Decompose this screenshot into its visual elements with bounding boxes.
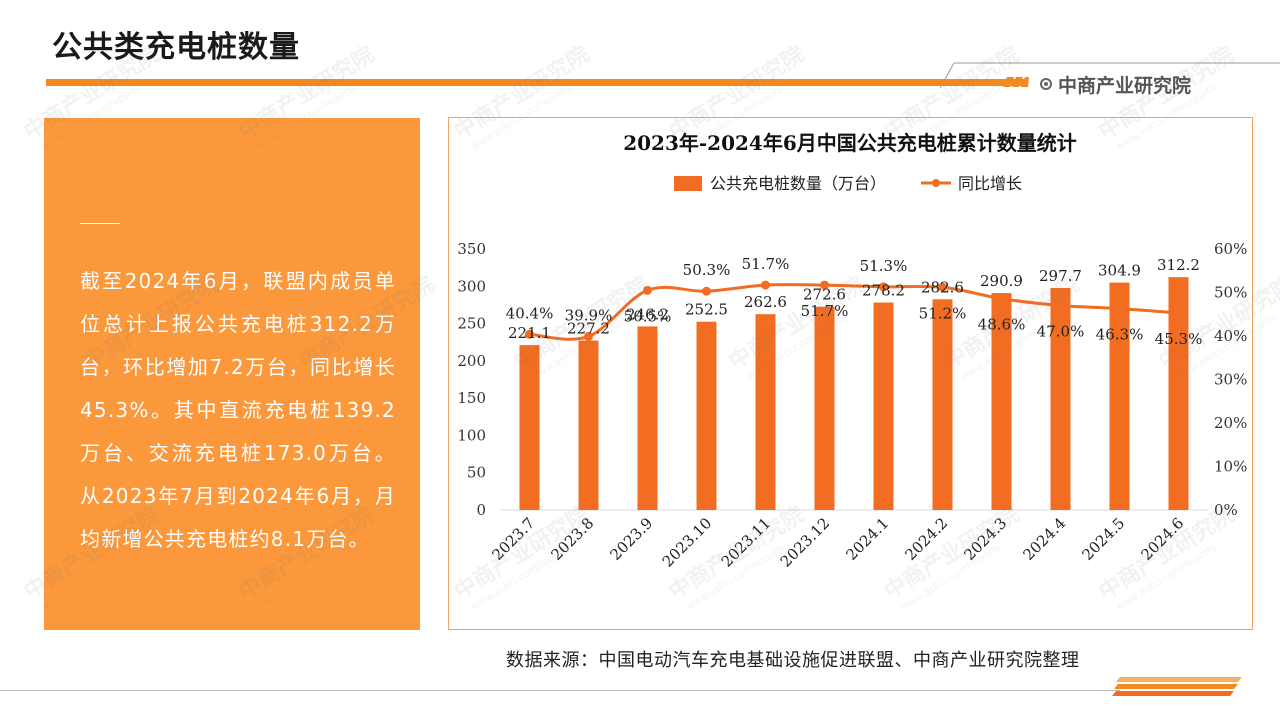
growth-point bbox=[643, 285, 652, 295]
source-note: 数据来源：中国电动汽车充电基础设施促进联盟、中商产业研究院整理 bbox=[506, 650, 1080, 671]
logo-text: 中商产业研究院 bbox=[1058, 74, 1192, 97]
bar-data-label: 246.2 bbox=[626, 305, 669, 323]
growth-data-label: 51.7% bbox=[801, 302, 849, 320]
bar-data-label: 262.6 bbox=[744, 293, 787, 311]
bar bbox=[519, 345, 540, 510]
growth-data-label: 45.3% bbox=[1155, 330, 1203, 348]
growth-point bbox=[1115, 304, 1124, 314]
legend-line-marker bbox=[932, 179, 940, 187]
x-tick-label: 2024.3 bbox=[960, 514, 1010, 564]
logo-icon bbox=[1040, 78, 1052, 90]
bar bbox=[696, 321, 717, 510]
growth-point bbox=[584, 331, 593, 341]
growth-data-label: 39.9% bbox=[565, 306, 613, 324]
growth-point bbox=[879, 282, 888, 292]
bar-data-label: 278.2 bbox=[862, 282, 905, 300]
growth-data-label: 46.3% bbox=[1096, 326, 1144, 344]
page-title: 公共类充电桩数量 bbox=[52, 30, 300, 65]
y-left-tick-label: 350 bbox=[457, 240, 486, 258]
y-left-tick-label: 300 bbox=[457, 277, 486, 295]
bar bbox=[1168, 277, 1189, 510]
growth-data-label: 47.0% bbox=[1037, 323, 1085, 341]
x-tick-label: 2023.8 bbox=[547, 514, 597, 564]
x-tick-label: 2023.10 bbox=[659, 514, 716, 571]
bar bbox=[637, 326, 658, 510]
y-right-tick-label: 30% bbox=[1214, 371, 1247, 389]
panel-divider bbox=[80, 223, 120, 224]
bar bbox=[814, 306, 835, 510]
bar-data-label: 272.6 bbox=[803, 286, 846, 304]
growth-point bbox=[525, 329, 534, 339]
bar bbox=[1109, 282, 1130, 510]
y-left-tick-label: 200 bbox=[457, 352, 486, 370]
x-tick-label: 2024.1 bbox=[842, 514, 892, 564]
bar-data-label: 221.1 bbox=[508, 324, 551, 342]
y-left-tick-label: 150 bbox=[457, 389, 486, 407]
footer-stripe-decoration bbox=[1112, 677, 1242, 696]
growth-data-label: 50.3% bbox=[683, 261, 731, 279]
summary-panel: 截至2024年6月，联盟内成员单位总计上报公共充电桩312.2万台，环比增加7.… bbox=[44, 118, 420, 630]
y-right-tick-label: 20% bbox=[1214, 414, 1247, 432]
x-tick-label: 2024.6 bbox=[1137, 514, 1187, 564]
growth-point bbox=[761, 280, 770, 290]
y-right-tick-label: 40% bbox=[1214, 327, 1247, 345]
title-accent-bar bbox=[46, 79, 1028, 86]
growth-point bbox=[938, 282, 947, 292]
y-right-tick-label: 60% bbox=[1214, 240, 1247, 258]
footer-divider bbox=[0, 690, 1120, 691]
growth-point bbox=[1174, 308, 1183, 318]
x-tick-label: 2023.9 bbox=[606, 514, 656, 564]
chart-frame bbox=[448, 117, 1253, 630]
bar-data-label: 312.2 bbox=[1157, 256, 1200, 274]
x-tick-label: 2023.12 bbox=[777, 514, 834, 571]
legend-bar-label: 公共充电桩数量（万台） bbox=[710, 174, 886, 193]
x-tick-label: 2023.11 bbox=[718, 514, 775, 571]
summary-text: 截至2024年6月，联盟内成员单位总计上报公共充电桩312.2万台，环比增加7.… bbox=[80, 269, 396, 551]
x-tick-label: 2024.4 bbox=[1019, 514, 1069, 564]
x-tick-label: 2023.7 bbox=[488, 514, 538, 564]
bar bbox=[578, 340, 599, 510]
bar bbox=[932, 299, 953, 510]
growth-data-label: 40.4% bbox=[506, 304, 554, 322]
legend-line-label: 同比增长 bbox=[958, 174, 1022, 193]
growth-point bbox=[997, 294, 1006, 304]
y-left-tick-label: 100 bbox=[457, 426, 486, 444]
legend-bar-swatch bbox=[674, 176, 702, 191]
bar bbox=[991, 293, 1012, 510]
brand-logo: 中商产业研究院 bbox=[1040, 72, 1192, 97]
y-right-tick-label: 50% bbox=[1214, 284, 1247, 302]
growth-data-label: 51.2% bbox=[919, 304, 967, 322]
x-tick-label: 2024.5 bbox=[1078, 514, 1128, 564]
y-right-tick-label: 0% bbox=[1214, 501, 1238, 519]
bar bbox=[1050, 288, 1071, 510]
bar-data-label: 297.7 bbox=[1039, 267, 1082, 285]
growth-data-label: 51.3% bbox=[860, 257, 908, 275]
growth-data-label: 50.5% bbox=[624, 307, 672, 325]
bar bbox=[873, 302, 894, 510]
bar bbox=[755, 314, 776, 510]
growth-data-label: 48.6% bbox=[978, 316, 1026, 334]
bar-data-label: 227.2 bbox=[567, 320, 610, 338]
growth-point bbox=[702, 286, 711, 296]
growth-point bbox=[1056, 301, 1065, 311]
bar-data-label: 304.9 bbox=[1098, 262, 1141, 280]
bar-data-label: 252.5 bbox=[685, 301, 728, 319]
y-left-tick-label: 50 bbox=[467, 464, 486, 482]
stripe-decoration bbox=[1003, 77, 1029, 87]
x-tick-label: 2024.2 bbox=[901, 514, 951, 564]
chart-title: 2023年-2024年6月中国公共充电桩累计数量统计 bbox=[623, 131, 1077, 155]
bar-data-label: 290.9 bbox=[980, 272, 1023, 290]
y-left-tick-label: 0 bbox=[476, 501, 486, 519]
y-right-tick-label: 10% bbox=[1214, 458, 1247, 476]
y-left-tick-label: 250 bbox=[457, 315, 486, 333]
growth-data-label: 51.7% bbox=[742, 255, 790, 273]
bar-data-label: 282.6 bbox=[921, 278, 964, 296]
growth-point bbox=[820, 280, 829, 290]
